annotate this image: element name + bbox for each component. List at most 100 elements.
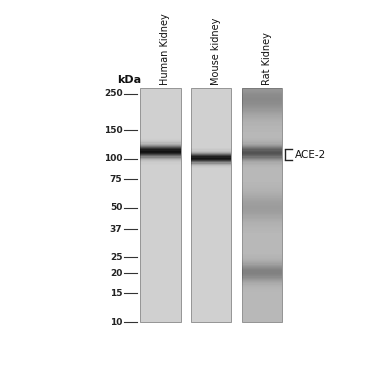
Bar: [242, 222, 282, 224]
Bar: [140, 156, 181, 158]
Bar: [242, 160, 282, 161]
Text: Rat Kidney: Rat Kidney: [262, 33, 272, 86]
Bar: [242, 165, 282, 166]
Bar: [140, 146, 181, 147]
Bar: [242, 216, 282, 217]
Bar: [242, 273, 282, 274]
Bar: [140, 141, 181, 142]
Bar: [242, 164, 282, 165]
Text: 20: 20: [110, 268, 122, 278]
Text: 10: 10: [110, 318, 122, 327]
Bar: [242, 102, 282, 104]
Bar: [242, 231, 282, 232]
Bar: [140, 164, 181, 165]
Bar: [242, 258, 282, 259]
Bar: [242, 120, 282, 121]
Bar: [242, 202, 282, 204]
Bar: [140, 152, 181, 153]
Bar: [242, 217, 282, 219]
Bar: [140, 160, 181, 161]
Bar: [140, 161, 181, 162]
Bar: [191, 152, 231, 153]
Bar: [242, 288, 282, 289]
Bar: [242, 204, 282, 205]
Bar: [242, 146, 282, 147]
Bar: [242, 183, 282, 185]
Bar: [242, 106, 282, 107]
Bar: [140, 147, 181, 148]
Text: Human Kidney: Human Kidney: [160, 13, 170, 86]
Bar: [242, 108, 282, 109]
Bar: [242, 94, 282, 95]
Bar: [140, 140, 181, 141]
Bar: [242, 126, 282, 127]
Bar: [242, 281, 282, 282]
Bar: [242, 227, 282, 228]
Bar: [242, 98, 282, 99]
Bar: [140, 145, 181, 146]
Bar: [242, 154, 282, 155]
Bar: [242, 95, 282, 96]
Bar: [242, 140, 282, 141]
Bar: [191, 167, 231, 168]
Text: ACE-2: ACE-2: [296, 150, 327, 159]
Bar: [242, 185, 282, 186]
Bar: [242, 117, 282, 118]
Bar: [242, 232, 282, 233]
Bar: [191, 159, 231, 160]
Bar: [191, 151, 231, 152]
Bar: [140, 155, 181, 156]
Bar: [242, 196, 282, 198]
Bar: [242, 278, 282, 279]
Bar: [242, 260, 282, 261]
Bar: [242, 114, 282, 116]
Bar: [242, 127, 282, 128]
Bar: [242, 208, 282, 209]
Bar: [242, 153, 282, 154]
Bar: [242, 141, 282, 142]
Bar: [242, 272, 282, 273]
Bar: [242, 118, 282, 119]
Bar: [242, 90, 282, 91]
Text: 250: 250: [104, 89, 122, 98]
Bar: [242, 128, 282, 129]
Bar: [242, 187, 282, 188]
Bar: [242, 214, 282, 215]
Bar: [140, 162, 181, 164]
Bar: [191, 155, 231, 156]
Bar: [242, 213, 282, 214]
Bar: [242, 201, 282, 202]
Bar: [242, 266, 282, 267]
Bar: [242, 116, 282, 117]
Bar: [242, 122, 282, 124]
Bar: [191, 166, 231, 167]
Bar: [242, 198, 282, 199]
Bar: [140, 154, 181, 155]
Bar: [242, 284, 282, 285]
Text: 75: 75: [110, 175, 122, 184]
Bar: [140, 149, 181, 151]
Bar: [242, 265, 282, 266]
Bar: [242, 206, 282, 207]
Bar: [242, 285, 282, 286]
Bar: [242, 194, 282, 195]
Bar: [242, 268, 282, 269]
Bar: [191, 160, 231, 161]
Bar: [191, 154, 231, 155]
Bar: [242, 212, 282, 213]
Text: 50: 50: [110, 204, 122, 213]
Bar: [242, 230, 282, 231]
Bar: [242, 195, 282, 196]
Bar: [140, 144, 181, 145]
Bar: [242, 155, 282, 156]
Bar: [242, 125, 282, 126]
Bar: [242, 112, 282, 113]
Bar: [140, 142, 181, 144]
Bar: [242, 119, 282, 120]
Bar: [242, 105, 282, 106]
Bar: [242, 139, 282, 140]
Bar: [191, 165, 231, 166]
Bar: [242, 221, 282, 222]
Bar: [242, 189, 282, 190]
Bar: [242, 282, 282, 284]
